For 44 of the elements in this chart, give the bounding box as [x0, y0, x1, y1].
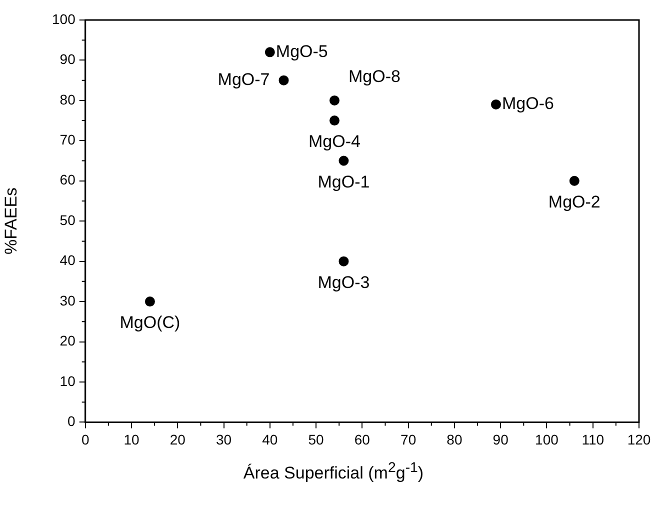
- y-tick-label: 40: [60, 252, 76, 268]
- x-tick-label: 20: [170, 431, 186, 448]
- y-tick-label: 30: [60, 292, 76, 308]
- y-tick-label: 100: [52, 10, 76, 27]
- x-tick-label: 40: [262, 431, 278, 448]
- x-tick-label: 120: [627, 431, 651, 448]
- annotation: MgO-3: [318, 273, 370, 292]
- annotation: MgO-2: [548, 192, 600, 212]
- y-tick-label: 60: [60, 172, 76, 188]
- x-tick-label: 90: [492, 431, 509, 448]
- x-tick-label: 110: [582, 431, 604, 448]
- point: [278, 75, 289, 86]
- y-tick-label: 70: [60, 132, 76, 148]
- point: [329, 116, 340, 126]
- annotation: MgO-5: [276, 42, 328, 61]
- x-tick-label: 100: [535, 431, 559, 448]
- point: [490, 99, 501, 110]
- x-tick-label: 50: [308, 431, 324, 448]
- annotation: MgO-8: [348, 67, 400, 86]
- x-tick-label: 80: [446, 431, 462, 448]
- x-tick-label: 70: [400, 431, 416, 448]
- x-tick-label: 10: [124, 431, 140, 448]
- point: [264, 47, 275, 58]
- point: [338, 156, 349, 166]
- x-tick-label: 60: [354, 431, 370, 448]
- y-axis-title: %FAEEs: [2, 188, 22, 255]
- annotation: MgO-1: [318, 172, 370, 192]
- y-tick-label: 90: [60, 51, 76, 68]
- y-tick-label: 50: [60, 212, 76, 228]
- y-tick-label: 0: [68, 413, 76, 430]
- point: [329, 95, 340, 106]
- x-tick-label: 0: [81, 431, 90, 448]
- y-tick-label: 10: [60, 372, 76, 389]
- y-tick-label: 80: [60, 91, 76, 108]
- x-axis-title: Área Superficial (m$^{2}$g$^{-1}$): [242, 460, 425, 484]
- annotation: MgO(C): [120, 313, 180, 332]
- annotation: MgO-7: [218, 70, 270, 90]
- annotation: MgO-4: [308, 132, 360, 152]
- y-tick-label: 20: [60, 332, 76, 349]
- annotation: MgO-6: [502, 94, 554, 114]
- point: [338, 256, 349, 266]
- point: [569, 176, 580, 186]
- x-tick-label: 30: [216, 431, 232, 448]
- point: [144, 296, 155, 307]
